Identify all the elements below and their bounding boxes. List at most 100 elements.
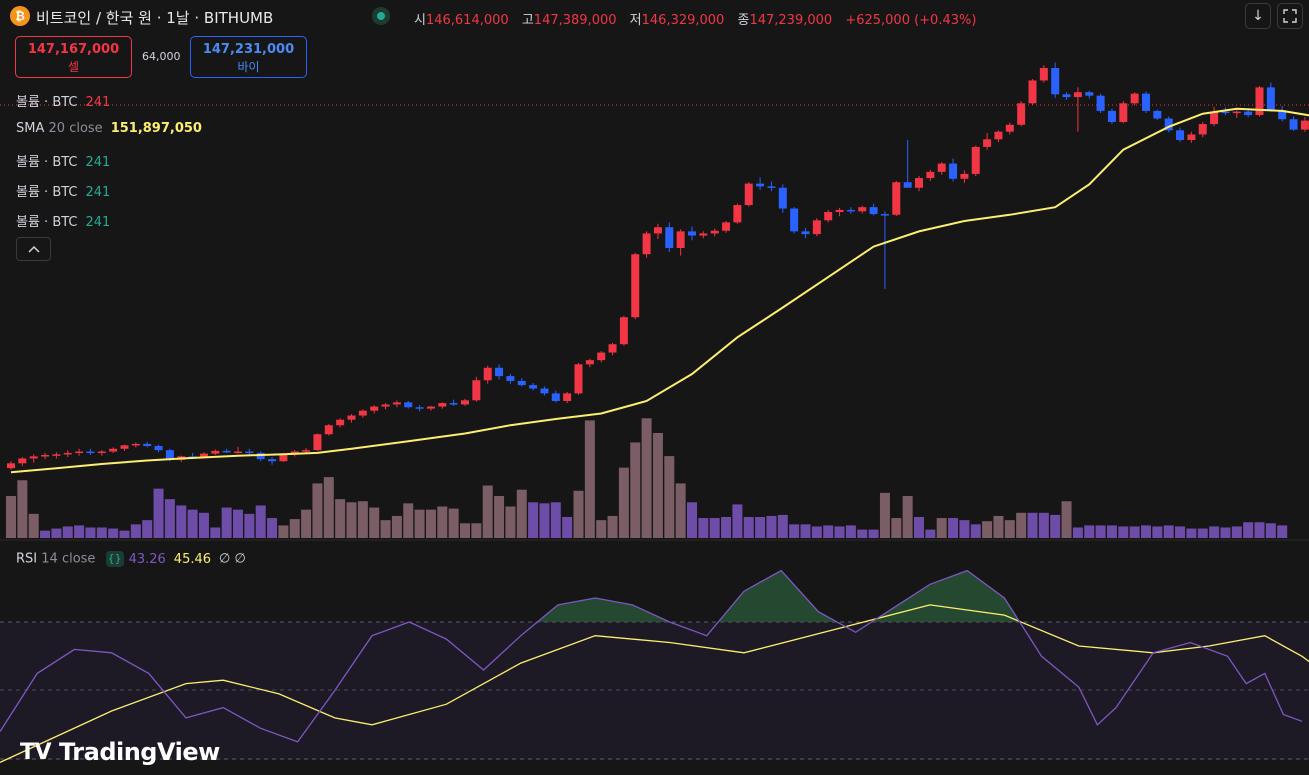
candle-body <box>1164 118 1173 131</box>
candle-body <box>869 207 878 215</box>
volume-bar <box>562 517 573 538</box>
legend-sma[interactable]: SMA 20 close 151,897,050 <box>16 121 202 136</box>
candle-body <box>483 367 492 381</box>
candle-body <box>268 459 277 462</box>
sma-name: SMA <box>16 121 45 136</box>
volume-bar <box>1118 526 1129 538</box>
candle-body <box>971 146 980 174</box>
header-bar: ₿ 비트코인 / 한국 원 · 1날 · BITHUMB 시146,614,00… <box>0 0 1309 34</box>
rsi-params: 14 close <box>41 551 96 567</box>
candle-body <box>63 452 72 455</box>
candle-body <box>392 402 401 405</box>
volume-bar <box>85 527 96 538</box>
volume-bar <box>1254 522 1265 538</box>
volume-bars <box>6 418 1288 538</box>
candle-body <box>983 139 992 147</box>
symbol-title[interactable]: 비트코인 / 한국 원 · 1날 · BITHUMB <box>36 9 274 27</box>
volume-bar <box>879 492 890 538</box>
market-status-icon[interactable] <box>372 7 390 25</box>
candle-body <box>1221 111 1230 114</box>
volume-bar <box>1209 526 1220 538</box>
volume-bar <box>755 517 766 538</box>
volume-bar <box>482 485 493 538</box>
candle-body <box>835 209 844 212</box>
candle-body <box>29 456 38 459</box>
volume-bar <box>857 529 868 538</box>
volume-bar <box>460 523 470 538</box>
candle-body <box>97 451 106 454</box>
candle-body <box>154 446 163 451</box>
volume-bar <box>1163 525 1174 538</box>
rsi-name: RSI <box>16 551 38 567</box>
volume-bar <box>357 501 368 538</box>
candle-body <box>109 448 118 452</box>
candle-body <box>801 231 810 235</box>
close-value: 147,239,000 <box>749 13 833 28</box>
tradingview-logo[interactable]: TV TradingView <box>20 738 220 766</box>
volume-bar <box>618 467 629 538</box>
candle-body <box>1028 80 1037 104</box>
volume-bar <box>301 509 312 538</box>
legend-volume-3[interactable]: 볼륨 · BTC 241 <box>16 181 110 200</box>
volume-bar <box>108 528 119 538</box>
legend-volume-2[interactable]: 볼륨 · BTC 241 <box>16 151 110 170</box>
volume-bar <box>970 524 981 538</box>
volume-bar <box>1084 525 1095 538</box>
rsi-settings-icon[interactable]: {} <box>105 551 124 567</box>
candle-body <box>517 380 526 386</box>
candle-body <box>495 367 504 377</box>
volume-bar <box>891 518 902 538</box>
volume-bar <box>425 509 436 538</box>
candle-body <box>1300 120 1309 130</box>
legend-volume-1[interactable]: 볼륨 · BTC 241 <box>16 91 110 110</box>
volume-bar <box>652 433 663 538</box>
open-label: 시 <box>414 13 426 28</box>
fullscreen-button[interactable] <box>1277 3 1303 29</box>
volume-bar <box>550 502 561 538</box>
volume-bar <box>74 525 85 538</box>
candle-body <box>608 344 617 353</box>
candle-body <box>926 171 935 179</box>
sell-button[interactable]: 147,167,000 셀 <box>15 36 132 78</box>
candle-body <box>642 233 651 255</box>
candle-body <box>7 463 15 469</box>
legend-volume-4[interactable]: 볼륨 · BTC 241 <box>16 211 110 230</box>
legend-collapse-button[interactable] <box>16 237 51 261</box>
legend-value: 241 <box>85 155 111 170</box>
candle-body <box>245 451 254 454</box>
candle-body <box>324 425 333 435</box>
candle-body <box>234 451 242 454</box>
candle-body <box>143 443 152 446</box>
candle-body <box>52 454 61 456</box>
legend-name: 볼륨 · BTC <box>16 155 78 170</box>
download-button[interactable]: ↓ <box>1245 3 1271 29</box>
candle-body <box>880 214 889 216</box>
volume-bar <box>176 505 187 538</box>
rsi-na-2: ∅ <box>234 551 246 567</box>
candle-body <box>336 419 345 426</box>
volume-bar <box>664 456 675 538</box>
candle-body <box>1073 92 1082 98</box>
ohlc-values: 시146,614,000 고147,389,000 저146,329,000 종… <box>414 9 985 28</box>
volume-bar <box>516 489 527 538</box>
buy-button[interactable]: 147,231,000 바이 <box>190 36 307 78</box>
volume-bar <box>448 508 459 538</box>
legend-rsi[interactable]: RSI 14 close {} 43.26 45.46 ∅ ∅ <box>16 551 246 567</box>
volume-bar <box>687 502 697 538</box>
volume-bar <box>153 488 164 538</box>
volume-bar <box>380 520 391 538</box>
volume-bar <box>505 506 516 538</box>
candle-body <box>756 183 765 187</box>
candle-body <box>585 360 594 365</box>
close-label: 종 <box>737 13 750 28</box>
tradingview-logo-icon: TV <box>20 739 52 765</box>
volume-bar <box>800 524 811 538</box>
rsi-overbought-area <box>871 570 1020 622</box>
download-icon: ↓ <box>1252 8 1264 24</box>
volume-bar <box>267 518 278 538</box>
fullscreen-icon <box>1283 9 1297 23</box>
volume-bar <box>437 506 448 538</box>
candle-body <box>790 208 799 232</box>
candle-body <box>1255 87 1264 116</box>
